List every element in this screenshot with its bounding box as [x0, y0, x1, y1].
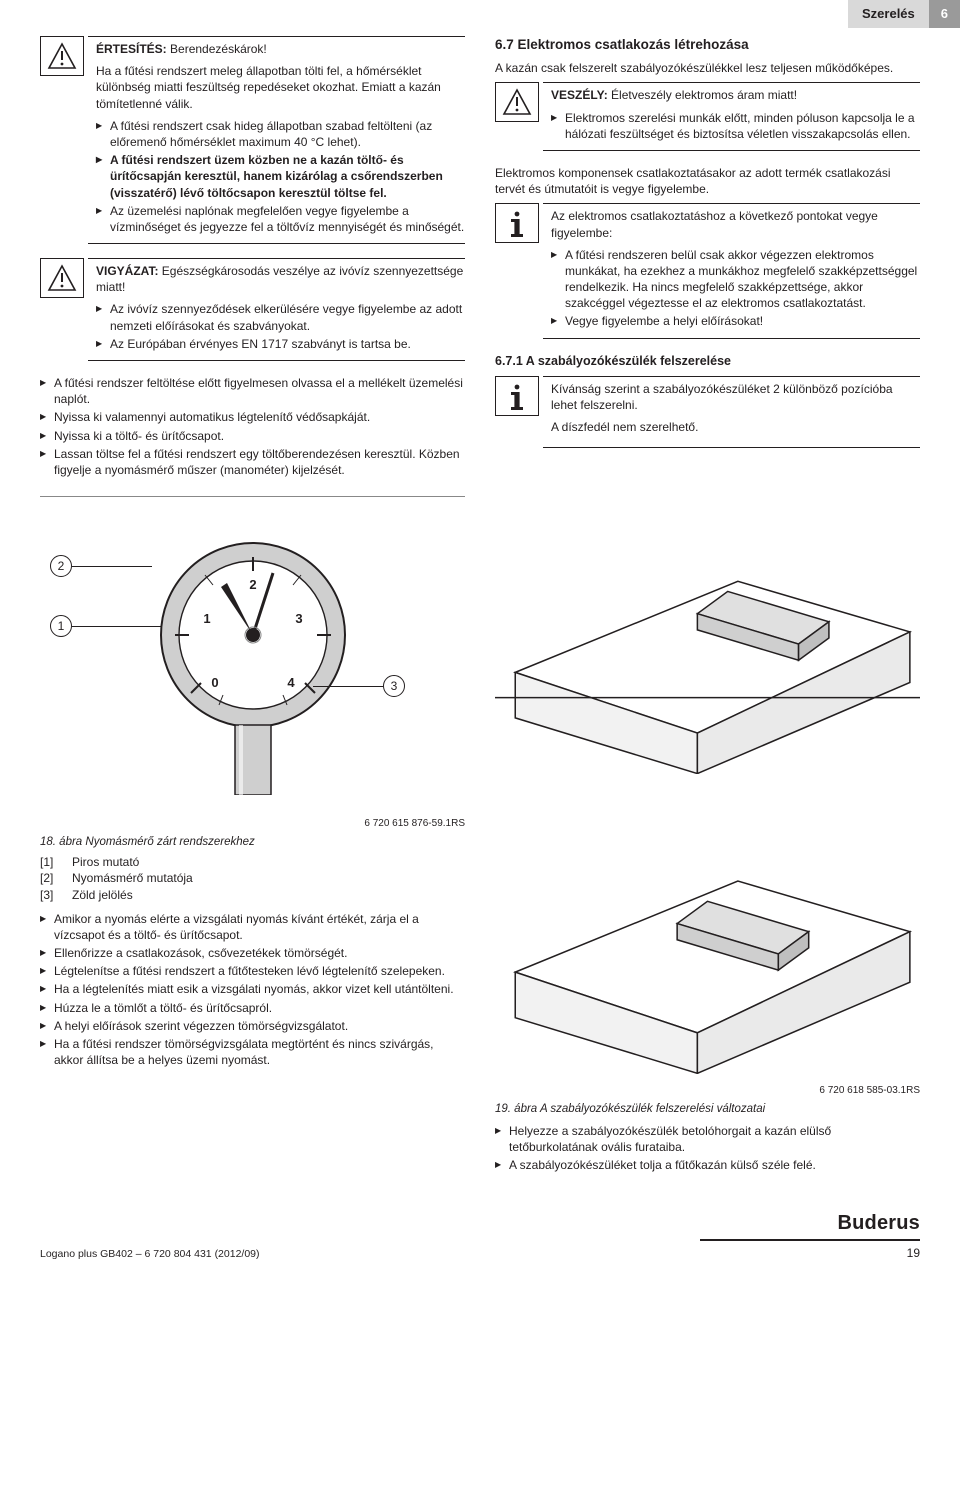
steps-before-gauge: A fűtési rendszer feltöltése előtt figye… [40, 375, 465, 478]
legend-k3: [3] [40, 887, 72, 903]
step2-b2: Ellenőrizze a csatlakozások, csővezetéke… [40, 945, 465, 961]
notice-damage-title: ÉRTESÍTÉS: [96, 42, 167, 56]
figure-19-ref: 6 720 618 585-03.1RS [495, 1084, 920, 1098]
svg-text:4: 4 [287, 675, 295, 690]
info2-p2: A díszfedél nem szerelhető. [551, 419, 920, 435]
figure-gauge-ref: 6 720 615 876-59.1RS [40, 817, 465, 831]
warning-icon [495, 82, 539, 122]
callout-1: 1 [50, 615, 72, 637]
danger-title-after: Életveszély elektromos áram miatt! [608, 88, 797, 102]
separator [40, 496, 465, 497]
info2-p1: Kívánság szerint a szabályozókészüléket … [551, 381, 920, 413]
info1-b2: Vegye figyelembe a helyi előírásokat! [551, 313, 920, 329]
info1-lead: Az elektromos csatlakoztatáshoz a követk… [551, 208, 920, 240]
info-electrical: Az elektromos csatlakoztatáshoz a követk… [495, 203, 920, 338]
header-bar: Szerelés 6 [0, 0, 960, 26]
fig19-b2: A szabályozókészüléket tolja a fűtőkazán… [495, 1157, 920, 1173]
heading-6-7: 6.7 Elektromos csatlakozás létrehozása [495, 36, 920, 54]
step-b2: Nyissa ki valamennyi automatikus légtele… [40, 409, 465, 425]
legend-k1: [1] [40, 854, 72, 870]
steps-after-gauge: Amikor a nyomás elérte a vizsgálati nyom… [40, 911, 465, 1069]
header-section-title: Szerelés [848, 0, 929, 28]
step2-b3: Légtelenítse a fűtési rendszert a fűtőte… [40, 963, 465, 979]
notice-health: VIGYÁZAT: Egészségkárosodás veszélye az … [40, 258, 465, 361]
footer-brand: Buderus [700, 1210, 920, 1237]
danger-b1: Elektromos szerelési munkák előtt, minde… [551, 110, 920, 142]
callout-3: 3 [383, 675, 405, 697]
svg-text:3: 3 [295, 611, 302, 626]
notice-damage-text: Ha a fűtési rendszert meleg állapotban t… [96, 63, 465, 112]
figure-gauge: 2 1 3 [40, 515, 465, 815]
legend-k2: [2] [40, 870, 72, 886]
p-6-7: A kazán csak felszerelt szabályozókészül… [495, 60, 920, 76]
figure-19-caption: 19. ábra A szabályozókészülék felszerelé… [495, 1102, 920, 1118]
step2-b5: Húzza le a tömlőt a töltő- és ürítőcsapr… [40, 1000, 465, 1016]
step2-b6: A helyi előírások szerint végezzen tömör… [40, 1018, 465, 1034]
warning-icon [40, 258, 84, 298]
page-body: ÉRTESÍTÉS: Berendezéskárok! Ha a fűtési … [0, 26, 960, 1196]
figure-gauge-legend: [1]Piros mutató [2]Nyomásmérő mutatója [… [40, 854, 465, 903]
notice-damage-b3: Az üzemelési naplónak megfelelően vegye … [96, 203, 465, 235]
footer: Logano plus GB402 – 6 720 804 431 (2012/… [0, 1196, 960, 1279]
gauge-svg: 0 1 2 3 4 [123, 515, 383, 795]
info-mount: Kívánság szerint a szabályozókészüléket … [495, 376, 920, 449]
step-b1: A fűtési rendszer feltöltése előtt figye… [40, 375, 465, 407]
figure-device-top [495, 462, 920, 782]
left-column: ÉRTESÍTÉS: Berendezéskárok! Ha a fűtési … [40, 36, 465, 1176]
step2-b4: Ha a légtelenítés miatt esik a vizsgálat… [40, 981, 465, 997]
callout-2: 2 [50, 555, 72, 577]
info1-b1: A fűtési rendszeren belül csak akkor vég… [551, 247, 920, 312]
svg-text:1: 1 [203, 611, 210, 626]
legend-v2: Nyomásmérő mutatója [72, 870, 193, 886]
notice-danger: VESZÉLY: Életveszély elektromos áram mia… [495, 82, 920, 151]
right-column: 6.7 Elektromos csatlakozás létrehozása A… [495, 36, 920, 1176]
notice-damage-b2: A fűtési rendszert üzem közben ne a kazá… [96, 152, 465, 201]
notice-damage: ÉRTESÍTÉS: Berendezéskárok! Ha a fűtési … [40, 36, 465, 244]
header-tab: Szerelés 6 [848, 0, 960, 28]
notice-health-title: VIGYÁZAT: [96, 264, 158, 278]
heading-6-7-1: 6.7.1 A szabályozókészülék felszerelése [495, 353, 920, 370]
header-section-number: 6 [929, 0, 960, 28]
step2-b1: Amikor a nyomás elérte a vizsgálati nyom… [40, 911, 465, 943]
step-b4: Lassan töltse fel a fűtési rendszert egy… [40, 446, 465, 478]
svg-text:0: 0 [211, 675, 218, 690]
figure-gauge-caption: 18. ábra Nyomásmérő zárt rendszerekhez [40, 835, 465, 851]
fig19-b1: Helyezze a szabályozókészülék betolóhorg… [495, 1123, 920, 1155]
notice-health-b2: Az Európában érvényes EN 1717 szabványt … [96, 336, 465, 352]
fig19-steps: Helyezze a szabályozókészülék betolóhorg… [495, 1123, 920, 1174]
legend-v1: Piros mutató [72, 854, 139, 870]
warning-icon [40, 36, 84, 76]
notice-damage-title-after: Berendezéskárok! [167, 42, 267, 56]
svg-text:2: 2 [249, 577, 256, 592]
footer-page: 19 [700, 1245, 920, 1261]
step2-b7: Ha a fűtési rendszer tömörségvizsgálata … [40, 1036, 465, 1068]
notice-damage-b1: A fűtési rendszert csak hideg állapotban… [96, 118, 465, 150]
danger-title: VESZÉLY: [551, 88, 608, 102]
footer-doc-id: Logano plus GB402 – 6 720 804 431 (2012/… [40, 1247, 260, 1261]
p-6-7b: Elektromos komponensek csatlakoztatásako… [495, 165, 920, 197]
notice-health-b1: Az ivóvíz szennyeződések elkerülésére ve… [96, 301, 465, 333]
step-b3: Nyissa ki a töltő- és ürítőcsapot. [40, 428, 465, 444]
info-icon [495, 203, 539, 243]
info-icon [495, 376, 539, 416]
legend-v3: Zöld jelölés [72, 887, 133, 903]
figure-device-bottom [495, 782, 920, 1082]
